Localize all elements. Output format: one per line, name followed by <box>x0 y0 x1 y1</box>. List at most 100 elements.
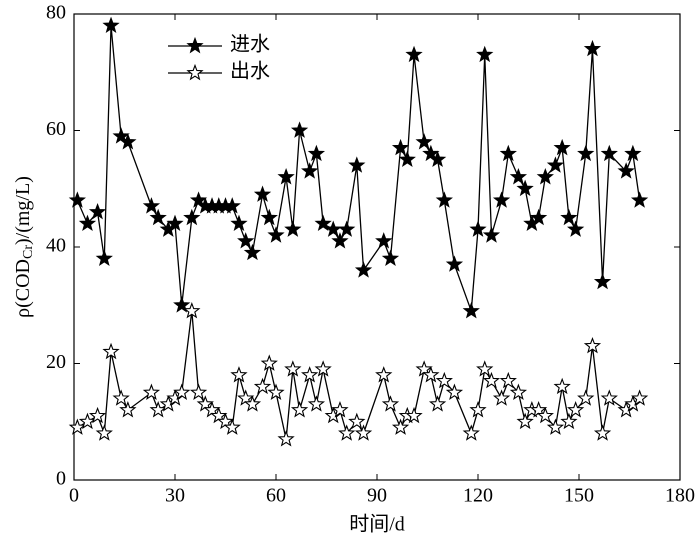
legend-marker <box>186 36 204 54</box>
data-point <box>230 366 248 383</box>
data-point <box>469 401 487 418</box>
data-point <box>223 418 241 435</box>
data-point <box>237 232 255 249</box>
data-point <box>445 255 464 272</box>
data-point <box>492 389 511 406</box>
data-point <box>567 401 585 418</box>
x-tick-label: 150 <box>564 485 594 507</box>
y-label-sub: Cr <box>21 245 36 259</box>
data-point <box>277 168 295 185</box>
data-point <box>509 383 528 400</box>
data-point <box>78 412 97 430</box>
data-point <box>567 220 585 237</box>
data-point <box>381 249 400 266</box>
data-point <box>253 377 272 395</box>
y-axis-label: ρ(CODCr)/(mg/L) <box>12 176 37 318</box>
x-tick-label: 90 <box>367 485 387 507</box>
data-point <box>348 412 366 430</box>
data-point <box>560 412 578 430</box>
data-point <box>630 389 649 406</box>
data-point <box>516 412 534 430</box>
data-point <box>536 168 554 185</box>
data-point <box>462 302 480 319</box>
data-point <box>583 336 602 354</box>
data-point <box>630 191 649 208</box>
data-point <box>267 383 285 400</box>
data-point <box>78 214 97 232</box>
data-point <box>509 168 528 185</box>
data-point <box>435 191 453 208</box>
data-point <box>243 395 262 412</box>
data-point <box>68 191 86 208</box>
data-point <box>354 424 373 441</box>
legend-label: 进水 <box>230 33 270 56</box>
data-point <box>95 249 113 266</box>
data-point <box>415 133 433 150</box>
data-point <box>405 45 423 63</box>
data-point <box>577 144 595 162</box>
data-point <box>499 144 517 162</box>
data-point <box>600 389 618 406</box>
data-point <box>253 185 272 202</box>
x-tick-label: 60 <box>266 485 286 507</box>
data-point <box>338 424 356 441</box>
y-label-main: ρ(COD <box>12 259 34 318</box>
data-point <box>617 162 635 179</box>
y-tick-label: 60 <box>46 118 66 140</box>
data-point <box>112 389 130 406</box>
data-point <box>331 401 349 418</box>
data-point <box>267 226 285 243</box>
data-point <box>422 366 440 383</box>
x-tick-label: 30 <box>165 485 185 507</box>
data-point <box>301 366 319 383</box>
data-point <box>307 144 326 162</box>
data-point <box>223 197 241 214</box>
x-tick-label: 180 <box>665 485 695 507</box>
y-tick-label: 40 <box>46 235 66 257</box>
data-point <box>284 360 302 377</box>
y-tick-label: 80 <box>46 2 66 24</box>
data-point <box>593 272 612 290</box>
data-point <box>577 389 595 406</box>
data-point <box>290 401 309 418</box>
x-tick-label: 0 <box>69 485 79 507</box>
data-point <box>583 39 602 57</box>
data-point <box>381 395 400 412</box>
data-point <box>166 214 184 232</box>
data-point <box>95 424 113 441</box>
data-point <box>324 220 342 237</box>
x-axis-label: 时间/d <box>349 513 405 536</box>
data-point <box>435 371 453 389</box>
y-label-unit: )/(mg/L) <box>12 176 34 245</box>
data-point <box>301 162 319 179</box>
data-point <box>428 395 447 412</box>
data-point <box>593 424 612 441</box>
data-point <box>88 202 107 220</box>
data-point <box>398 150 416 167</box>
data-point <box>476 360 494 377</box>
legend-marker <box>186 63 204 81</box>
data-point <box>553 138 571 156</box>
data-point <box>546 418 565 435</box>
data-point <box>529 208 548 226</box>
series-line <box>76 25 641 312</box>
data-point <box>290 121 309 138</box>
data-point <box>68 418 86 435</box>
data-point <box>142 383 161 400</box>
data-point <box>536 406 554 424</box>
data-point <box>183 208 201 226</box>
data-point <box>445 383 464 400</box>
data-point <box>375 366 393 383</box>
data-point <box>476 45 494 63</box>
data-point <box>102 342 120 360</box>
x-tick-label: 120 <box>463 485 493 507</box>
data-point <box>600 144 618 162</box>
data-point <box>338 220 356 237</box>
data-point <box>260 208 278 226</box>
data-point <box>149 401 167 418</box>
data-point <box>189 383 208 400</box>
data-point <box>314 214 332 232</box>
data-point <box>499 371 517 389</box>
data-point <box>102 16 120 33</box>
